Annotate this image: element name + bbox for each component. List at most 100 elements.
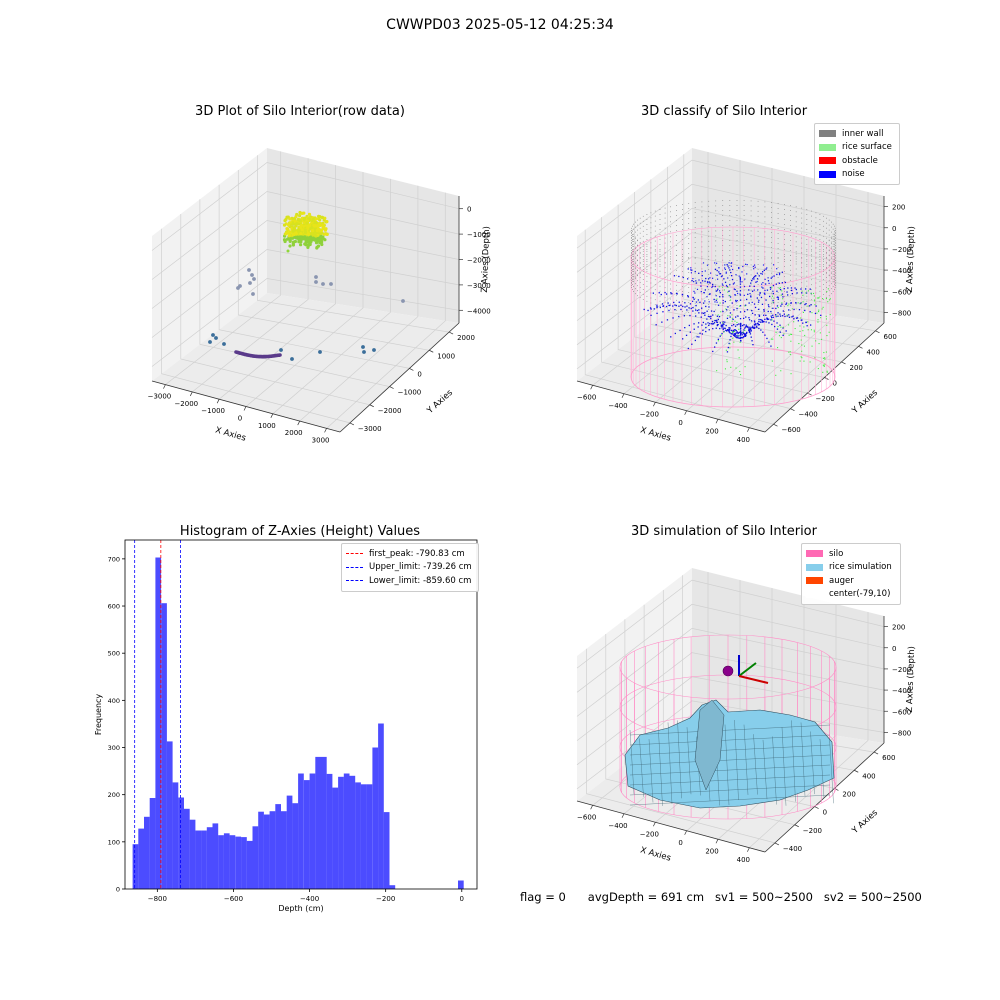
histogram-legend: first_peak: -790.83 cm Upper_limit: -739… (341, 543, 479, 592)
grid-z (151, 162, 460, 251)
grid-y (161, 228, 350, 424)
y-axis-label: Y Axies (425, 388, 456, 417)
point (314, 217, 318, 221)
y-tick-label: −1000 (398, 389, 422, 397)
point (314, 241, 319, 245)
point (306, 225, 310, 229)
point (321, 225, 325, 229)
point (291, 232, 295, 237)
point (288, 236, 292, 240)
z-tick-label: −3000 (467, 282, 491, 290)
x-tick-label: 3000 (312, 436, 330, 444)
point (291, 222, 295, 226)
point (211, 333, 215, 337)
point (288, 244, 292, 248)
point (323, 216, 327, 220)
legend-item-first-peak: first_peak: -790.83 cm (346, 547, 474, 561)
point (318, 223, 322, 228)
x-tick-label: −2000 (174, 400, 198, 408)
point (279, 348, 283, 352)
x-tick-label: 1000 (258, 422, 276, 430)
status-line: flag = 0 avgDepth = 691 cm sv1 = 500~250… (520, 890, 922, 904)
legend-item-noise: noise (819, 168, 895, 182)
point (298, 219, 302, 223)
noise-points (208, 268, 405, 361)
point (311, 217, 315, 221)
point (285, 231, 289, 235)
point (294, 235, 298, 239)
point (314, 234, 318, 238)
y-tick-label: 1000 (437, 352, 455, 360)
point (372, 348, 376, 352)
grid-y (237, 170, 430, 351)
y-tick-label: −3000 (358, 425, 382, 433)
point (292, 226, 296, 230)
y-tick-label: −2000 (378, 407, 402, 415)
point (250, 273, 254, 277)
point (329, 282, 333, 286)
point (314, 275, 318, 279)
x-tick (189, 391, 193, 397)
y-tick-label: 0 (417, 370, 421, 378)
point (286, 249, 290, 253)
point (291, 243, 295, 247)
point (296, 222, 300, 226)
x-tick-label: −1000 (201, 407, 225, 415)
point (288, 230, 292, 234)
point (318, 238, 322, 242)
x-tick (243, 406, 247, 411)
status-sv2: sv2 = 500~2500 (823, 890, 922, 904)
point (287, 234, 291, 238)
point (304, 230, 308, 235)
point (214, 336, 218, 340)
point (318, 229, 323, 233)
point (236, 286, 240, 290)
status-flag: flag = 0 (520, 890, 566, 904)
point (247, 268, 251, 272)
histogram-title: Histogram of Z-Axies (Height) Values (179, 524, 421, 539)
rice-surface-points (282, 210, 329, 253)
grid-z (151, 220, 460, 309)
y-tick (448, 331, 454, 335)
x-tick-label: 0 (238, 415, 242, 423)
point (309, 240, 313, 244)
grid-y (199, 199, 390, 387)
panel1-3d-box: −3000−2000−10000100020003000−3000−2000−1… (148, 148, 492, 444)
panel1-title: 3D Plot of Silo Interior(row data) (195, 104, 405, 119)
point (286, 237, 290, 241)
point (282, 238, 287, 242)
point (318, 221, 322, 225)
legend-item-inner-wall: inner wall (819, 127, 895, 141)
grid-z (151, 278, 460, 367)
z-tick-label: −2000 (467, 257, 491, 265)
point (311, 236, 315, 240)
legend-item-rice-simulation: rice simulation (806, 561, 896, 575)
point (321, 282, 325, 286)
point (303, 228, 307, 232)
point (300, 223, 304, 227)
point (300, 228, 304, 232)
point (248, 281, 252, 285)
point (305, 221, 309, 225)
point (303, 242, 307, 246)
point (324, 227, 328, 231)
z-tick-label: −1000 (467, 231, 491, 239)
y-tick (409, 368, 414, 371)
grid-y (257, 155, 450, 333)
point (290, 357, 294, 361)
x-tick-label: 2000 (285, 429, 303, 437)
y-tick (429, 349, 434, 353)
point (362, 350, 366, 354)
point (306, 245, 310, 249)
x-tick (216, 399, 220, 404)
point (285, 227, 289, 231)
y-tick (369, 404, 374, 408)
z-tick-label: −4000 (467, 307, 491, 315)
x-tick (163, 384, 166, 389)
point (319, 235, 323, 239)
legend-item-lower-limit: Lower_limit: -859.60 cm (346, 574, 474, 588)
legend-item-auger: auger (806, 574, 896, 588)
z-axis-label: Z Axies (Depth) (480, 226, 492, 293)
point (300, 237, 304, 241)
point (325, 232, 329, 236)
